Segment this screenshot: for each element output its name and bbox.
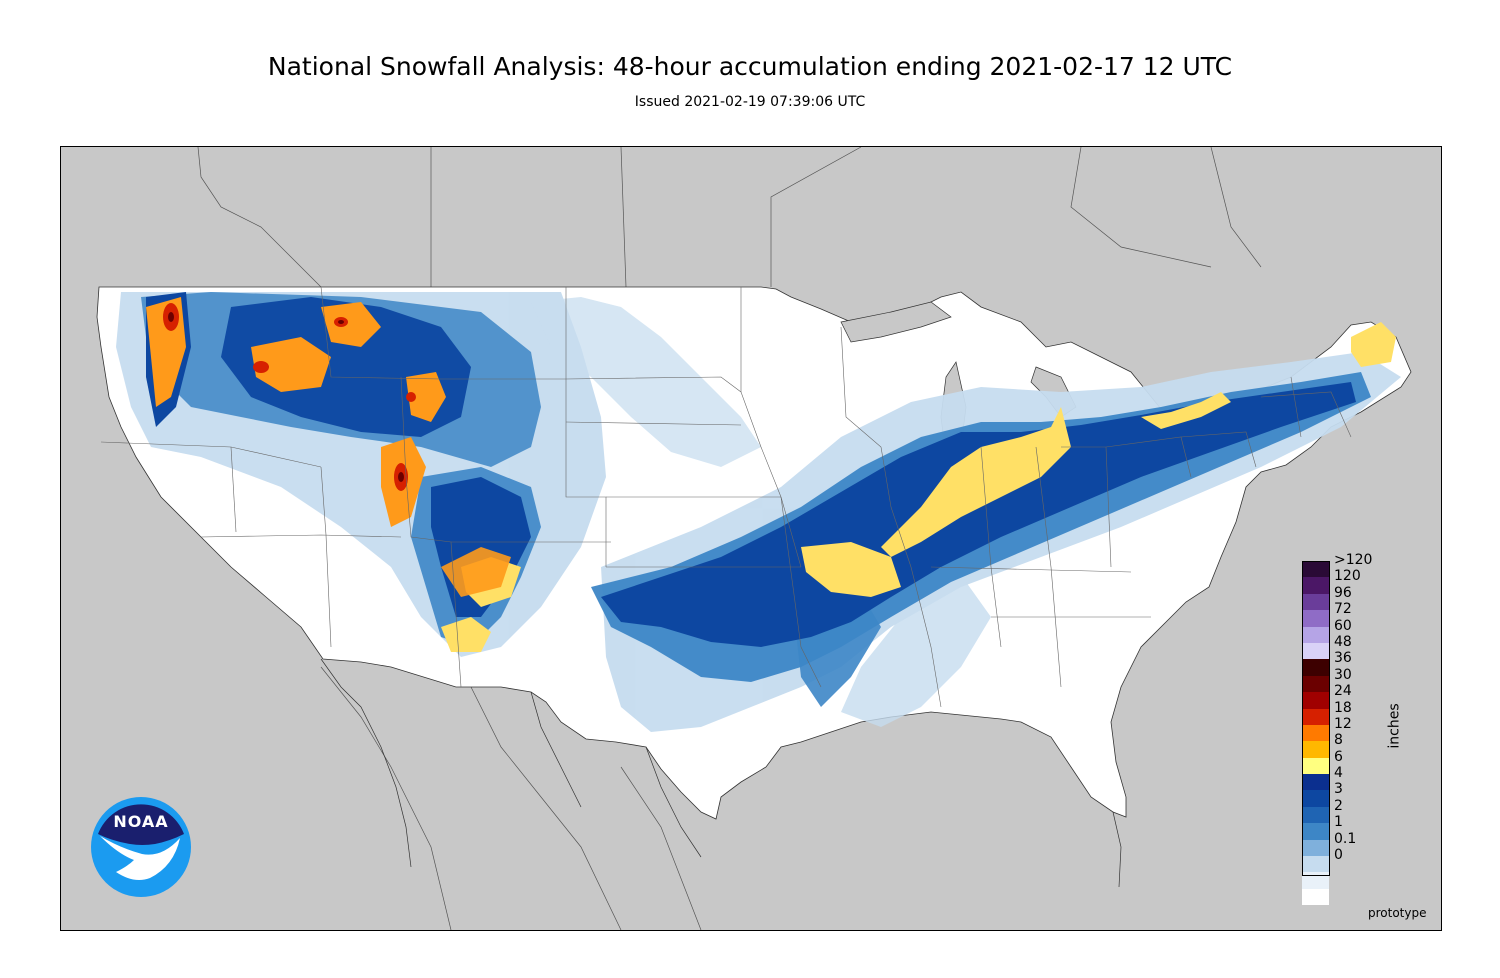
legend-entry: 8 bbox=[1302, 732, 1422, 758]
legend-swatch bbox=[1302, 823, 1329, 840]
state-boundaries bbox=[100, 286, 1352, 708]
legend-swatch bbox=[1302, 642, 1329, 660]
map-subtitle: Issued 2021-02-19 07:39:06 UTC bbox=[634, 94, 866, 110]
legend-swatch bbox=[1302, 790, 1329, 807]
legend-entry: 1 bbox=[1302, 814, 1422, 840]
legend-label: 4 bbox=[1334, 765, 1343, 782]
legend-entry: 12 bbox=[1302, 716, 1422, 742]
legend-label: 6 bbox=[1334, 748, 1343, 765]
legend-entry: 6 bbox=[1302, 749, 1422, 775]
legend-entry: 18 bbox=[1302, 700, 1422, 725]
legend-label: 72 bbox=[1334, 601, 1352, 618]
legend-swatch bbox=[1302, 561, 1329, 578]
legend-swatch bbox=[1302, 839, 1329, 857]
legend-label: 96 bbox=[1334, 584, 1352, 601]
map-frame bbox=[60, 146, 1442, 931]
snow-dark-red bbox=[168, 312, 404, 482]
color-legend: >120 120 96 72 60 48 36 30 24 18 12 8 6 … bbox=[1302, 552, 1422, 906]
legend-label: 30 bbox=[1334, 666, 1352, 683]
legend-label: 0 bbox=[1334, 847, 1343, 864]
legend-swatch bbox=[1302, 577, 1329, 594]
legend-label: 8 bbox=[1334, 732, 1343, 749]
legend-entry: 60 bbox=[1302, 618, 1422, 643]
legend-label: 120 bbox=[1334, 568, 1361, 585]
legend-entry: 120 bbox=[1302, 568, 1422, 594]
legend-entry: 30 bbox=[1302, 667, 1422, 693]
legend-entry: 3 bbox=[1302, 781, 1422, 807]
legend-swatch bbox=[1302, 872, 1329, 889]
legend-swatch bbox=[1302, 626, 1329, 643]
legend-swatch bbox=[1302, 675, 1329, 693]
mexico-boundaries bbox=[320, 666, 702, 930]
legend-entry: 96 bbox=[1302, 585, 1422, 611]
noaa-logo-graphic bbox=[91, 797, 191, 897]
legend-label: 2 bbox=[1334, 797, 1343, 814]
legend-entry: 48 bbox=[1302, 634, 1422, 660]
legend-entry: 0.1 bbox=[1302, 831, 1422, 857]
legend-label: 36 bbox=[1334, 650, 1352, 667]
legend-label: 1 bbox=[1334, 814, 1343, 831]
legend-swatch bbox=[1302, 708, 1329, 725]
canada-boundaries bbox=[197, 147, 1262, 288]
legend-entry: 0 bbox=[1302, 847, 1422, 873]
map-canvas bbox=[61, 147, 1441, 930]
legend-swatch bbox=[1302, 757, 1329, 775]
noaa-logo-text: NOAA bbox=[113, 812, 169, 831]
legend-swatch bbox=[1302, 659, 1329, 676]
legend-entry: 2 bbox=[1302, 798, 1422, 824]
legend-swatch bbox=[1302, 856, 1329, 873]
legend-label: 3 bbox=[1334, 781, 1343, 798]
legend-label: 12 bbox=[1334, 715, 1352, 732]
legend-swatch bbox=[1302, 741, 1329, 758]
lake-superior bbox=[840, 301, 952, 343]
legend-label: 60 bbox=[1334, 617, 1352, 634]
legend-swatch bbox=[1302, 692, 1329, 709]
legend-swatch bbox=[1302, 724, 1329, 742]
legend-swatch bbox=[1302, 806, 1329, 824]
legend-entry: 24 bbox=[1302, 683, 1422, 709]
pacific-ocean bbox=[61, 147, 101, 547]
legend-label: >120 bbox=[1334, 552, 1373, 568]
legend-entry: 4 bbox=[1302, 765, 1422, 791]
legend-label: 0.1 bbox=[1334, 830, 1357, 847]
legend-entry: 72 bbox=[1302, 601, 1422, 627]
legend-entry bbox=[1302, 888, 1422, 906]
legend-label: 48 bbox=[1334, 633, 1352, 650]
legend-entry bbox=[1302, 872, 1422, 889]
legend-swatch bbox=[1302, 593, 1329, 611]
legend-units-label: inches bbox=[1386, 703, 1403, 749]
legend-label: 18 bbox=[1334, 699, 1352, 716]
noaa-logo: NOAA bbox=[90, 796, 192, 898]
legend-swatch bbox=[1302, 888, 1329, 906]
map-title: National Snowfall Analysis: 48-hour accu… bbox=[267, 52, 1233, 81]
coastlines bbox=[320, 658, 1122, 888]
prototype-note: prototype bbox=[1368, 906, 1427, 920]
legend-entry: >120 bbox=[1302, 552, 1422, 578]
legend-entry: 36 bbox=[1302, 650, 1422, 676]
legend-label: 24 bbox=[1334, 683, 1352, 700]
legend-swatch bbox=[1302, 774, 1329, 791]
legend-swatch bbox=[1302, 610, 1329, 627]
